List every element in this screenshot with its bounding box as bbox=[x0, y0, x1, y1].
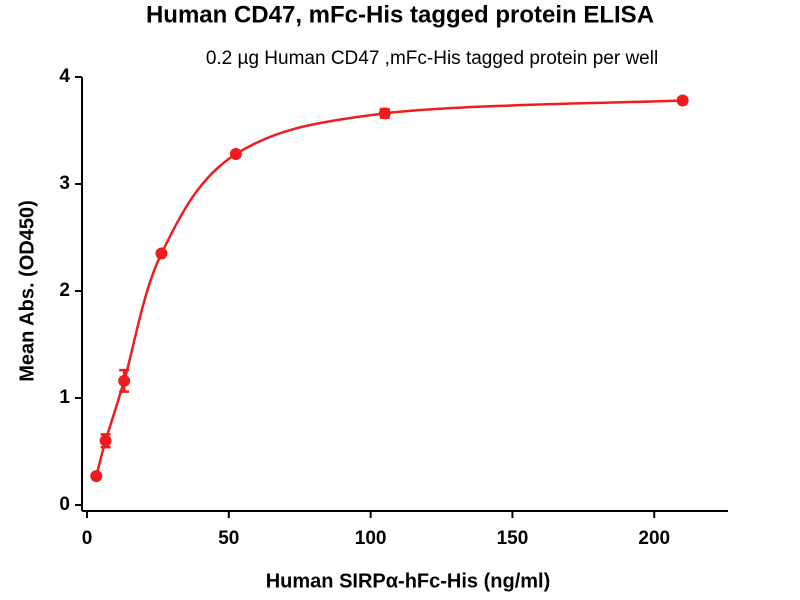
y-tick-label: 2 bbox=[59, 280, 70, 301]
data-point bbox=[118, 374, 131, 387]
data-point bbox=[155, 247, 168, 260]
data-point bbox=[90, 470, 103, 483]
y-tick-label: 3 bbox=[59, 173, 70, 194]
chart-title: Human CD47, mFc-His tagged protein ELISA bbox=[146, 1, 654, 28]
data-point bbox=[676, 94, 689, 107]
x-axis-label: Human SIRPα-hFc-His (ng/ml) bbox=[266, 570, 551, 592]
y-axis-label: Mean Abs. (OD450) bbox=[16, 200, 38, 382]
x-tick-label: 50 bbox=[218, 528, 239, 549]
data-point bbox=[99, 434, 112, 447]
chart-subtitle: 0.2 µg Human CD47 ,mFc-His tagged protei… bbox=[206, 48, 658, 69]
x-tick-label: 0 bbox=[82, 528, 93, 549]
y-tick-label: 1 bbox=[59, 387, 70, 408]
x-tick-label: 150 bbox=[497, 528, 529, 549]
fit-line bbox=[95, 99, 683, 477]
y-tick-label: 4 bbox=[59, 66, 70, 87]
x-tick-label: 100 bbox=[355, 528, 387, 549]
data-point bbox=[378, 107, 391, 120]
data-point bbox=[229, 148, 242, 161]
x-tick-label: 200 bbox=[638, 528, 670, 549]
y-tick-label: 0 bbox=[59, 494, 70, 515]
